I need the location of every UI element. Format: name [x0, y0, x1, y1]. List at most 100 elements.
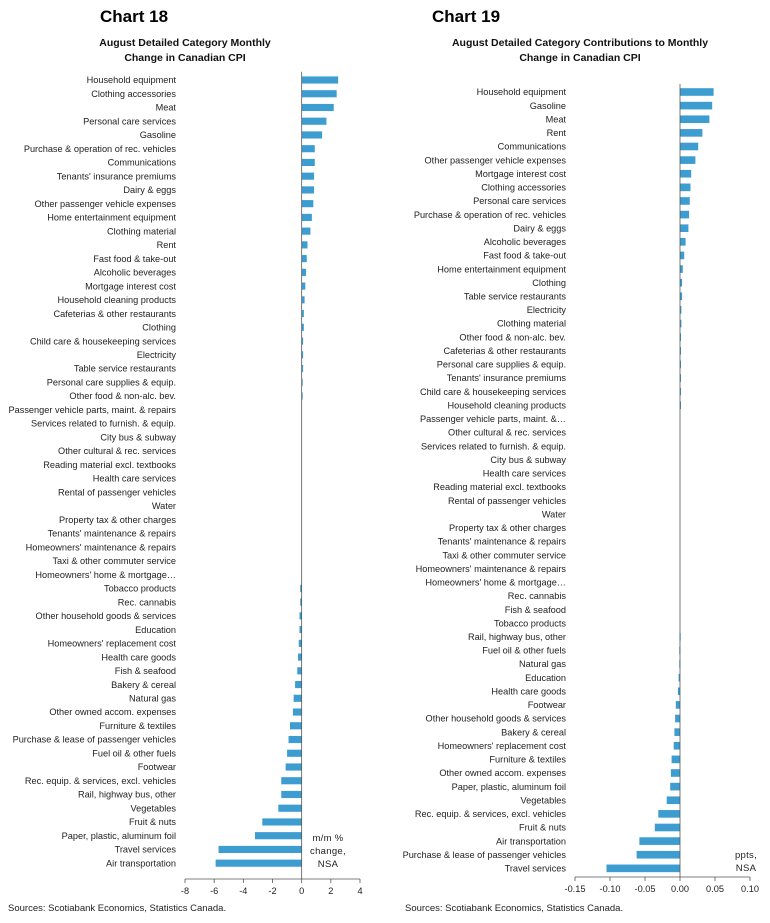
bar — [680, 401, 681, 410]
x-tick-label: -2 — [268, 886, 276, 896]
category-label: Tenants' maintenance & repairs — [48, 529, 177, 539]
category-label: Services related to furnish. & equip. — [31, 419, 176, 429]
bar — [297, 667, 302, 675]
chart-title: August Detailed Category Contributions t… — [415, 36, 745, 66]
category-label: Purchase & lease of passenger vehicles — [13, 735, 177, 745]
category-label: Household cleaning products — [58, 295, 177, 305]
bar — [215, 859, 302, 867]
category-label: Rail, highway bus, other — [468, 632, 566, 642]
bar — [281, 777, 302, 785]
category-label: Passenger vehicle parts, maint. &… — [420, 414, 566, 424]
bar — [255, 832, 302, 840]
category-label: Reading material excl. textbooks — [43, 460, 176, 470]
chart-19-panel: Chart 19 August Detailed Category Contri… — [395, 0, 770, 923]
bar — [301, 90, 337, 98]
unit-note-line-1: m/m % — [312, 833, 344, 844]
category-label: Fast food & take-out — [483, 251, 566, 261]
category-label: Electricity — [527, 305, 567, 315]
category-label: Property tax & other charges — [449, 523, 566, 533]
bar — [301, 323, 304, 331]
bar — [285, 763, 302, 771]
bar — [654, 823, 680, 832]
x-tick-label: -4 — [239, 886, 247, 896]
bar — [278, 804, 302, 812]
bar — [678, 673, 680, 682]
x-tick-label: -0.10 — [600, 884, 621, 894]
bar — [680, 346, 681, 355]
category-label: Health care goods — [491, 686, 566, 696]
category-label: Clothing accessories — [481, 183, 566, 193]
bar — [290, 722, 302, 730]
bar — [606, 864, 680, 873]
category-label: Clothing accessories — [91, 89, 176, 99]
bar — [677, 687, 680, 696]
unit-note-line-2: NSA — [735, 863, 757, 874]
category-label: Furniture & textiles — [489, 755, 566, 765]
chart-number: Chart 18 — [100, 7, 169, 26]
bar — [281, 790, 302, 799]
source-note: Sources: Scotiabank Economics, Statistic… — [405, 903, 624, 914]
category-label: Passenger vehicle parts, maint. & repair… — [9, 405, 177, 415]
category-label: Clothing — [142, 323, 176, 333]
bar — [675, 701, 680, 709]
category-label: Travel services — [115, 845, 177, 855]
bar — [301, 131, 323, 139]
category-label: Other food & non-alc. bev. — [69, 391, 176, 401]
bar — [301, 255, 307, 263]
bar — [680, 115, 710, 124]
category-label: Household equipment — [87, 75, 177, 85]
category-label: Footwear — [138, 762, 176, 772]
category-label: Table service restaurants — [74, 364, 177, 374]
category-label: Mortgage interest cost — [85, 281, 176, 291]
category-label: Table service restaurants — [464, 292, 567, 302]
category-label: Rental of passenger vehicles — [448, 496, 566, 506]
source-note: Sources: Scotiabank Economics, Statistic… — [8, 903, 227, 914]
bar — [680, 360, 681, 369]
bar — [292, 708, 302, 716]
bar — [301, 378, 303, 386]
category-label: Gasoline — [530, 101, 566, 111]
unit-note: ppts, NSA — [728, 849, 764, 875]
bar — [680, 238, 686, 246]
bar — [675, 714, 680, 723]
category-label: Clothing material — [497, 319, 566, 329]
chart-title: August Detailed Category Monthly Change … — [70, 36, 300, 66]
bar — [300, 584, 302, 592]
bar — [680, 210, 690, 219]
category-label: Water — [152, 501, 176, 511]
category-label: Meat — [546, 114, 567, 124]
bar — [301, 310, 304, 318]
category-label: Other passenger vehicle expenses — [425, 155, 567, 165]
category-label: Services related to furnish. & equip. — [421, 441, 566, 451]
category-label: Tenants' maintenance & repairs — [438, 537, 567, 547]
bar — [301, 158, 315, 167]
category-label: Travel services — [505, 864, 567, 874]
chart-title-line-2: Change in Canadian CPI — [519, 52, 641, 64]
category-label: Air transportation — [496, 836, 566, 846]
bar — [680, 88, 714, 96]
bar — [218, 845, 302, 854]
category-label: Communications — [108, 158, 177, 168]
category-label: Rec. cannabis — [118, 597, 177, 607]
unit-note-line-3: NSA — [317, 859, 339, 870]
category-label: Water — [542, 509, 566, 519]
bar — [680, 265, 683, 273]
x-tick-label: 0.00 — [671, 884, 689, 894]
x-tick-label: 4 — [357, 886, 362, 896]
category-label: Education — [135, 625, 176, 635]
category-label: Paper, plastic, aluminum foil — [62, 831, 176, 841]
chart-number: Chart 19 — [432, 7, 501, 26]
category-label: Bakery & cereal — [111, 680, 176, 690]
category-label: Tobacco products — [104, 584, 176, 594]
category-label: Tenants' insurance premiums — [57, 171, 177, 181]
category-label: Personal care services — [473, 196, 566, 206]
category-label: Electricity — [137, 350, 177, 360]
bar — [301, 76, 339, 84]
bar — [301, 227, 311, 235]
bar — [671, 755, 680, 764]
unit-note-line-1: ppts, — [734, 850, 758, 861]
category-label: Alcoholic beverages — [484, 237, 567, 247]
bar — [301, 103, 334, 112]
category-label: Rental of passenger vehicles — [58, 487, 176, 497]
bar — [301, 337, 304, 345]
